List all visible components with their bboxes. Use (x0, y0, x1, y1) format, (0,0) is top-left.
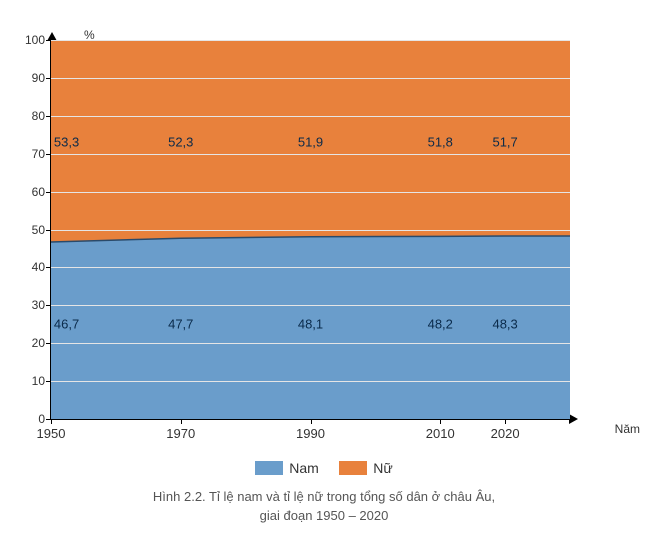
legend-swatch-nu (339, 461, 367, 475)
y-tick-label: 60 (17, 185, 45, 199)
grid-line (51, 40, 570, 41)
caption-line-1: Hình 2.2. Tỉ lệ nam và tỉ lệ nữ trong tổ… (0, 488, 648, 507)
x-tick-label: 1970 (166, 426, 195, 441)
x-tick-mark (505, 419, 506, 424)
data-label: 53,3 (54, 135, 79, 150)
x-axis-title: Năm (615, 422, 640, 436)
y-tick-label: 40 (17, 260, 45, 274)
grid-line (51, 381, 570, 382)
legend-swatch-nam (255, 461, 283, 475)
data-label: 47,7 (168, 317, 193, 332)
data-label: 51,7 (492, 135, 517, 150)
data-label: 48,3 (492, 317, 517, 332)
y-tick-label: 0 (17, 412, 45, 426)
grid-line (51, 305, 570, 306)
x-tick-mark (440, 419, 441, 424)
x-tick-mark (181, 419, 182, 424)
grid-line (51, 154, 570, 155)
data-label: 52,3 (168, 135, 193, 150)
y-tick-label: 30 (17, 298, 45, 312)
y-tick-label: 90 (17, 71, 45, 85)
x-tick-mark (311, 419, 312, 424)
legend-item-nam: Nam (255, 460, 319, 476)
y-tick-label: 20 (17, 336, 45, 350)
x-tick-label: 2010 (426, 426, 455, 441)
grid-line (51, 343, 570, 344)
grid-line (51, 192, 570, 193)
x-axis-arrow (569, 414, 578, 424)
grid-line (51, 230, 570, 231)
y-tick-label: 100 (17, 33, 45, 47)
x-tick-label: 1990 (296, 426, 325, 441)
grid-line (51, 116, 570, 117)
legend-label-nam: Nam (289, 460, 319, 476)
data-label: 48,1 (298, 317, 323, 332)
data-label: 51,9 (298, 135, 323, 150)
caption: Hình 2.2. Tỉ lệ nam và tỉ lệ nữ trong tổ… (0, 488, 648, 526)
legend-label-nu: Nữ (373, 460, 392, 476)
chart-container: % 01020304050607080901001950197019902010… (50, 20, 610, 420)
x-tick-mark (51, 419, 52, 424)
data-label: 46,7 (54, 317, 79, 332)
legend: Nam Nữ (0, 460, 648, 480)
legend-item-nu: Nữ (339, 460, 392, 476)
x-tick-label: 1950 (37, 426, 66, 441)
data-label: 48,2 (428, 317, 453, 332)
caption-line-2: giai đoạn 1950 – 2020 (0, 507, 648, 526)
y-tick-label: 10 (17, 374, 45, 388)
y-tick-label: 50 (17, 223, 45, 237)
y-tick-label: 80 (17, 109, 45, 123)
grid-line (51, 78, 570, 79)
plot-area: 0102030405060708090100195019701990201020… (50, 40, 570, 420)
x-tick-label: 2020 (491, 426, 520, 441)
grid-line (51, 267, 570, 268)
y-tick-label: 70 (17, 147, 45, 161)
data-label: 51,8 (428, 135, 453, 150)
